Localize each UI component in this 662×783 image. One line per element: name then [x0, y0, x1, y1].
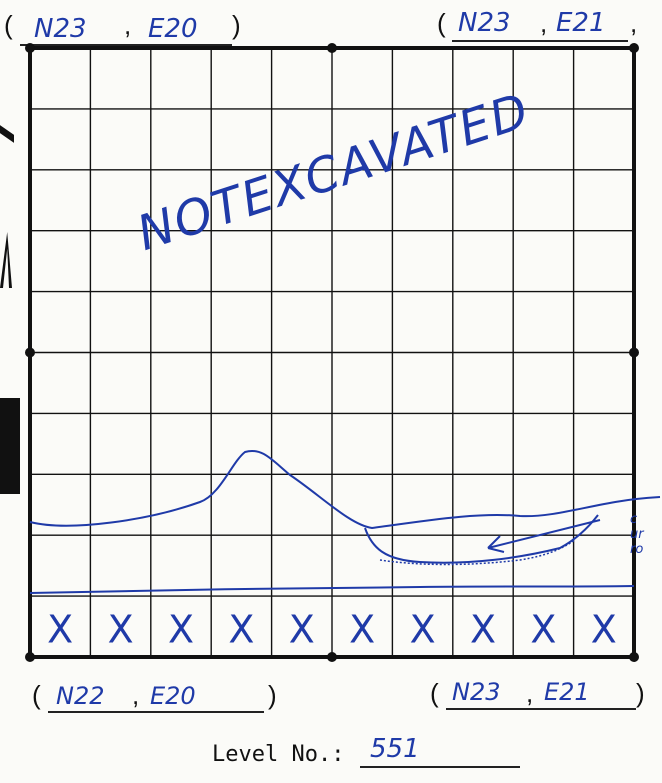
x-mark: X	[289, 608, 315, 652]
x-mark: X	[349, 608, 375, 652]
grid-tick	[629, 652, 639, 662]
bottom-left-comma: ,	[132, 680, 140, 710]
grid-tick	[327, 652, 337, 662]
left-edge-mark-block	[0, 398, 20, 494]
x-mark: X	[228, 608, 254, 652]
top-right-east-value: E21	[556, 8, 606, 38]
top-right-underline	[452, 40, 628, 42]
x-mark: X	[410, 608, 436, 652]
bottom-right-east-value: E21	[544, 678, 590, 706]
bottom-right-comma: ,	[526, 678, 534, 708]
grid-tick	[327, 43, 337, 53]
bottom-right-north-value: N23	[452, 678, 501, 706]
bottom-right-close-paren: )	[636, 678, 645, 708]
level-value: 551	[370, 734, 420, 764]
top-right-close-paren: ,	[630, 8, 638, 38]
top-right-comma: ,	[540, 8, 548, 38]
profile-line-upper	[29, 449, 661, 530]
grid-tick	[629, 43, 639, 53]
bottom-left-close-paren: )	[268, 680, 277, 710]
x-mark: X	[47, 608, 73, 652]
side-note-line: c	[630, 512, 638, 527]
profile-line-base	[29, 585, 635, 594]
top-left-comma: ,	[124, 10, 132, 40]
grid-tick	[25, 652, 35, 662]
x-mark: X	[591, 608, 617, 652]
grid-tick	[629, 347, 639, 358]
x-mark: X	[168, 608, 194, 652]
profile-arrow	[487, 519, 601, 553]
bottom-left-open-paren: (	[32, 680, 41, 710]
side-note-line: ro	[630, 542, 644, 557]
side-note: c ur ro	[630, 512, 644, 557]
level-underline	[360, 766, 520, 768]
top-right-north-value: N23	[458, 8, 511, 38]
side-note-line: ur	[630, 527, 644, 542]
bottom-left-underline	[48, 711, 264, 713]
profile-line-feature	[364, 514, 599, 564]
grid-lines	[28, 46, 636, 659]
bottom-right-underline	[446, 708, 636, 710]
bottom-left-north-value: N22	[56, 682, 105, 710]
top-right-open-paren: (	[437, 8, 446, 38]
top-left-close-paren: )	[232, 10, 241, 40]
top-left-north-value: N23	[34, 14, 87, 44]
grid-tick	[25, 347, 35, 358]
top-left-open-paren: (	[4, 10, 13, 40]
top-left-east-value: E20	[148, 14, 198, 44]
x-mark: X	[108, 608, 134, 652]
bottom-left-east-value: E20	[150, 682, 196, 710]
level-label: Level No.:	[212, 742, 345, 767]
x-mark: X	[530, 608, 556, 652]
bottom-right-open-paren: (	[430, 678, 439, 708]
grid-tick	[25, 43, 35, 53]
x-mark: X	[470, 608, 496, 652]
top-left-underline	[20, 44, 232, 46]
grid-ticks	[25, 43, 639, 662]
